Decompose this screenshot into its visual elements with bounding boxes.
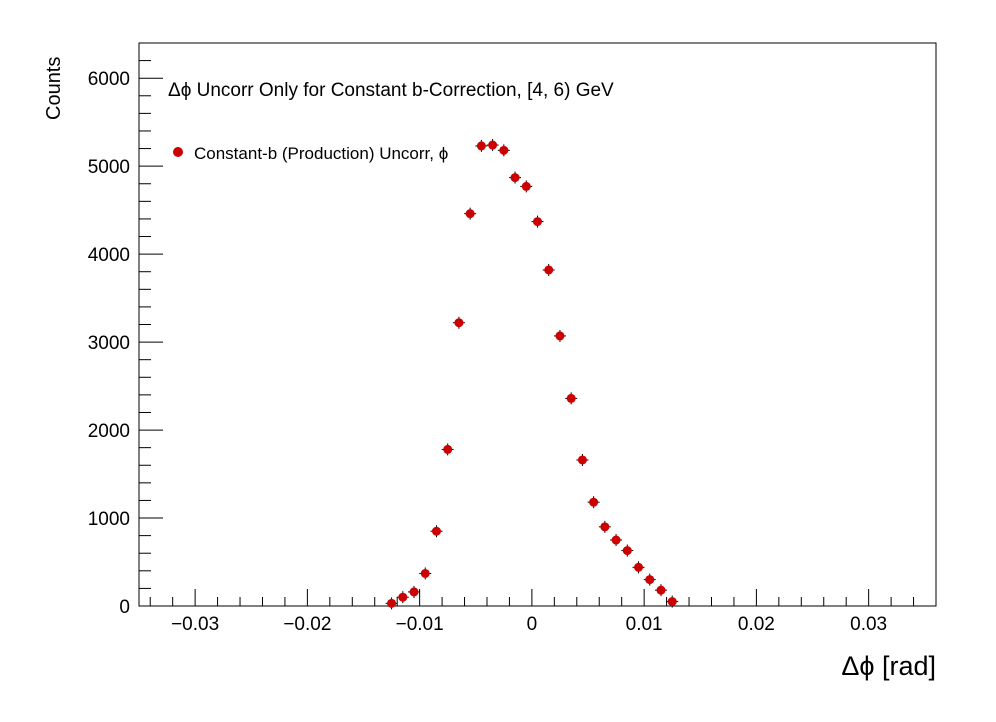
data-point [486,139,499,152]
point-marker [488,140,498,150]
legend: Constant-b (Production) Uncorr, ϕ [173,144,448,163]
data-point [385,597,398,610]
data-point [408,585,421,598]
x-tick-label: 0.02 [738,614,775,635]
y-tick-label: 0 [119,597,130,618]
x-axis-label: Δϕ [rad] [841,651,936,681]
point-marker [656,585,666,595]
data-point [497,144,510,157]
point-marker [622,546,632,556]
data-point [396,591,409,604]
data-point [475,139,488,152]
data-points [385,139,679,610]
point-marker [566,393,576,403]
data-point [452,316,465,329]
y-tick-label: 3000 [88,333,130,354]
point-marker [645,575,655,585]
data-point [464,207,477,220]
data-point [553,329,566,342]
y-tick-label: 1000 [88,509,130,530]
point-marker [409,587,419,597]
point-marker [454,318,464,328]
point-marker [398,592,408,602]
y-tick-label: 4000 [88,245,130,266]
data-point [542,263,555,276]
point-marker [667,597,677,607]
point-marker [387,598,397,608]
y-tick-label: 6000 [88,69,130,90]
data-point [565,392,578,405]
data-point [441,443,454,456]
point-marker [476,141,486,151]
legend-label: Constant-b (Production) Uncorr, ϕ [194,144,448,163]
data-point [419,567,432,580]
data-point [587,496,600,509]
point-marker [510,173,520,183]
point-marker [611,535,621,545]
data-point [531,215,544,228]
x-tick-label: −0.02 [283,614,331,635]
y-axis-label: Counts [43,57,65,120]
data-point [598,520,611,533]
point-marker [443,444,453,454]
point-marker [600,522,610,532]
point-marker [465,209,475,219]
point-marker [544,265,554,275]
data-point [430,525,443,538]
point-marker [589,497,599,507]
point-marker [634,562,644,572]
x-tick-label: −0.01 [396,614,444,635]
point-marker [521,181,531,191]
legend-marker [173,147,183,157]
point-marker [533,217,542,227]
data-point [643,573,656,586]
data-point [666,595,679,608]
x-tick-label: −0.03 [171,614,219,635]
axis-ticks [139,42,937,607]
point-marker [431,526,441,536]
point-marker [420,568,430,578]
data-point [509,171,522,184]
y-tick-label: 2000 [88,421,130,442]
x-tick-label: 0 [527,614,538,635]
point-marker [555,331,565,341]
chart-title: Δϕ Uncorr Only for Constant b-Correction… [168,80,614,101]
data-point [654,584,667,597]
x-tick-labels: −0.03 −0.02 −0.01 0 0.01 0.02 0.03 [171,614,887,635]
data-point [520,180,533,193]
x-tick-label: 0.01 [626,614,663,635]
data-point [632,561,645,574]
y-tick-label: 5000 [88,157,130,178]
y-tick-labels: 0 1000 2000 3000 4000 5000 6000 [88,69,130,618]
data-point [576,453,589,466]
point-marker [499,145,509,155]
point-marker [577,455,587,465]
data-point [621,544,634,557]
data-point [610,534,623,547]
x-tick-label: 0.03 [850,614,887,635]
